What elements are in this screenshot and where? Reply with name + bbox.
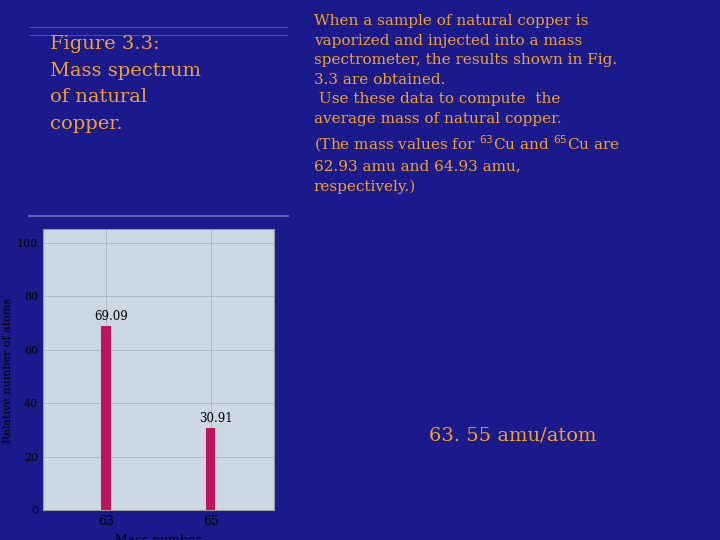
Text: 30.91: 30.91	[199, 413, 233, 426]
X-axis label: Mass number: Mass number	[115, 534, 202, 540]
Text: 69.09: 69.09	[94, 310, 128, 323]
Text: 63. 55 amu/atom: 63. 55 amu/atom	[429, 427, 597, 445]
Text: When a sample of natural copper is
vaporized and injected into a mass
spectromet: When a sample of natural copper is vapor…	[314, 14, 620, 193]
Text: Figure 3.3:
Mass spectrum
of natural
copper.: Figure 3.3: Mass spectrum of natural cop…	[50, 36, 201, 133]
Y-axis label: Relative number of atoms: Relative number of atoms	[3, 298, 13, 442]
Bar	[102, 326, 111, 510]
Bar	[206, 428, 215, 510]
